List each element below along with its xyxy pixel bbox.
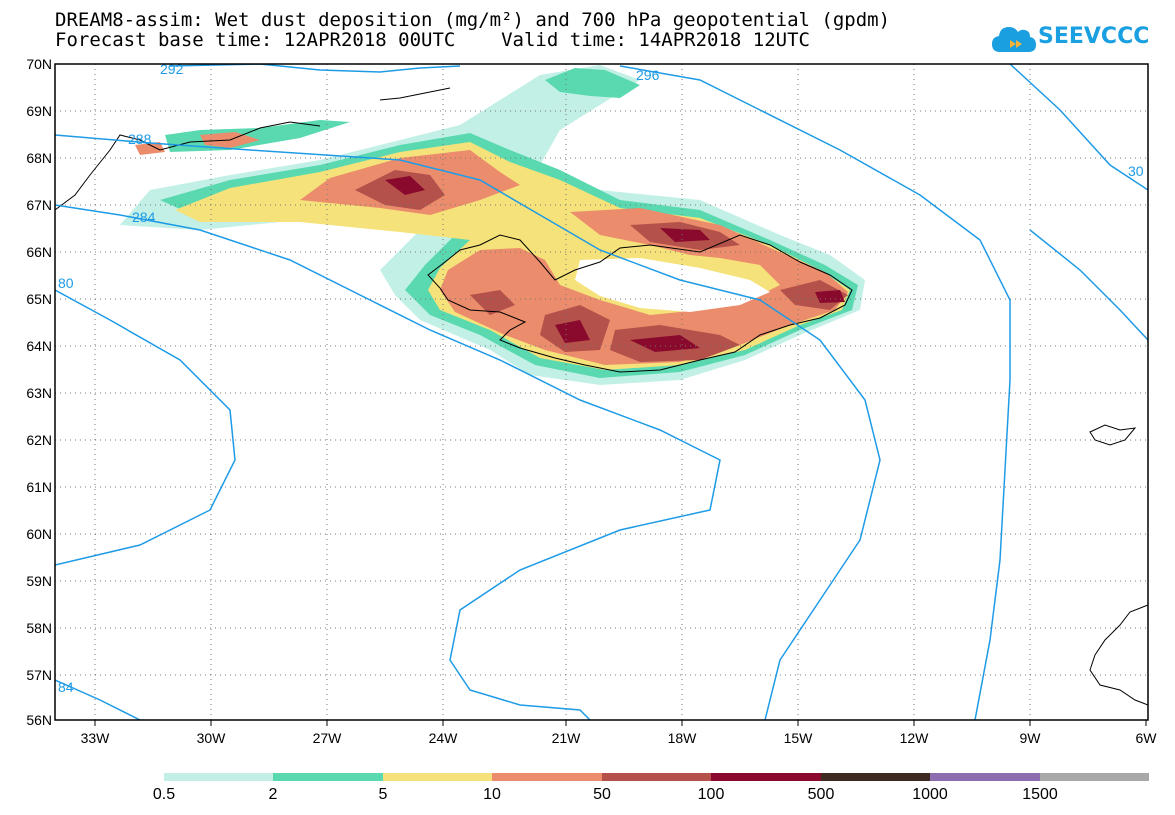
colorbar-tick: 1500 [1022, 786, 1058, 803]
colorbar-tick: 100 [697, 786, 725, 803]
lon-label: 15W [783, 730, 813, 746]
colorbar-tick: 50 [593, 786, 611, 803]
lat-label: 66N [26, 244, 52, 260]
contour-300 [1009, 64, 1148, 191]
contour-284b [55, 679, 141, 720]
iceland-interior [575, 258, 770, 312]
contour-label-288: 288 [128, 131, 152, 147]
lat-label: 59N [26, 573, 52, 589]
dust-field [120, 65, 865, 385]
coastlines [55, 87, 1148, 706]
lat-label: 61N [26, 479, 52, 495]
lat-label: 69N [26, 103, 52, 119]
lat-label: 60N [26, 526, 52, 542]
lat-label: 70N [26, 56, 52, 72]
colorbar-swatch [273, 773, 383, 781]
dust-patch-greenland [165, 120, 350, 152]
greenland-coast [55, 87, 451, 211]
colorbar-swatch [930, 773, 1040, 781]
lat-label: 65N [26, 291, 52, 307]
lon-label: 9W [1019, 730, 1041, 746]
colorbar-tick: 500 [807, 786, 835, 803]
contour-label-292: 292 [160, 61, 184, 77]
iceland-coast [427, 234, 853, 373]
colorbar-swatch [164, 773, 273, 781]
lon-label: 12W [899, 730, 929, 746]
contour-labels: 292 296 288 284 80 84 30 [58, 61, 1144, 695]
lat-label: 62N [26, 432, 52, 448]
cloud-icon [992, 27, 1036, 52]
lat-label: 68N [26, 150, 52, 166]
graticule [55, 64, 1148, 720]
geopotential-contours [55, 64, 1148, 720]
lon-label: 18W [667, 730, 697, 746]
lat-label: 58N [26, 620, 52, 636]
lon-label: 33W [80, 730, 110, 746]
map-title: DREAM8-assim: Wet dust deposition (mg/m²… [55, 9, 891, 31]
dust-patch-north [545, 68, 640, 98]
lat-label: 57N [26, 667, 52, 683]
dust-patch-greenland-3 [135, 142, 165, 155]
contour-288 [55, 134, 881, 720]
colorbar-tick: 1000 [912, 786, 948, 803]
colorbar-swatch [1040, 773, 1149, 781]
faroe-coast [1089, 424, 1137, 446]
colorbar-tick: 0.5 [152, 786, 176, 803]
contour-label-284: 284 [132, 209, 156, 225]
contour-284 [55, 204, 721, 720]
axis-ticks [94, 720, 1147, 726]
lon-label: 24W [428, 730, 458, 746]
scotland-coast [1089, 604, 1148, 706]
colorbar-tick: 10 [483, 786, 501, 803]
map-subtitle: Forecast base time: 12APR2018 00UTC Vali… [55, 29, 810, 51]
colorbar-tick: 5 [378, 786, 388, 803]
contour-label-80: 80 [58, 275, 74, 291]
contour-right [1029, 229, 1148, 341]
contour-280 [55, 289, 236, 566]
lon-label: 6W [1135, 730, 1157, 746]
contour-296 [619, 65, 1011, 720]
contour-292 [169, 64, 461, 73]
lon-label: 27W [312, 730, 342, 746]
dust-layer-salmon [300, 150, 848, 365]
colorbar-tick: 2 [268, 786, 278, 803]
logo-text: SEEVCCC [1038, 24, 1150, 49]
colorbar-swatch [711, 773, 821, 781]
colorbar-swatch [602, 773, 711, 781]
lat-label: 67N [26, 197, 52, 213]
contour-label-30: 30 [1128, 163, 1144, 179]
map-frame [54, 63, 1149, 721]
lat-label: 56N [26, 712, 52, 728]
lon-label: 30W [196, 730, 226, 746]
contour-label-84: 84 [58, 679, 74, 695]
colorbar-swatch [821, 773, 930, 781]
contour-label-296: 296 [636, 67, 660, 83]
colorbar-swatch [383, 773, 492, 781]
colorbar-swatch [492, 773, 602, 781]
lon-label: 21W [551, 730, 581, 746]
lat-label: 64N [26, 338, 52, 354]
lat-label: 63N [26, 385, 52, 401]
seevccc-logo: SEEVCCC [990, 18, 1149, 58]
